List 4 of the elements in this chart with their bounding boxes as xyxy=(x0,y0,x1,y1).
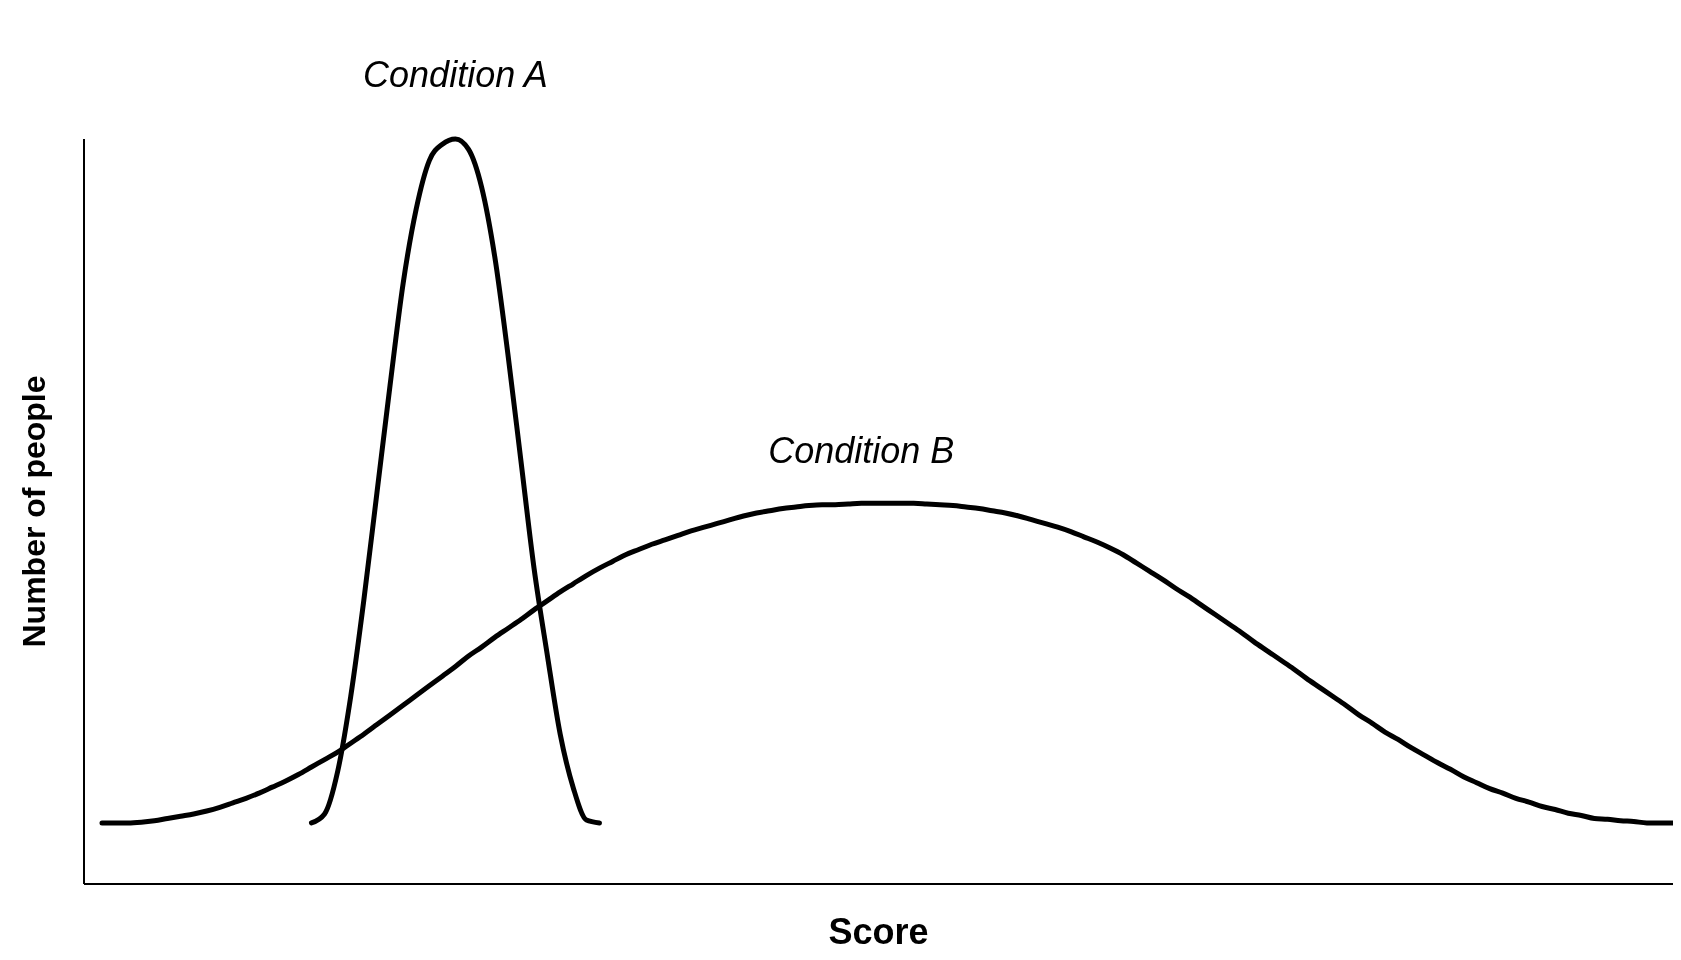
y-axis-title: Number of people xyxy=(16,375,53,648)
series-label: Condition A xyxy=(363,54,548,95)
series-label: Condition B xyxy=(768,430,955,472)
x-axis-title: Score xyxy=(828,911,929,952)
